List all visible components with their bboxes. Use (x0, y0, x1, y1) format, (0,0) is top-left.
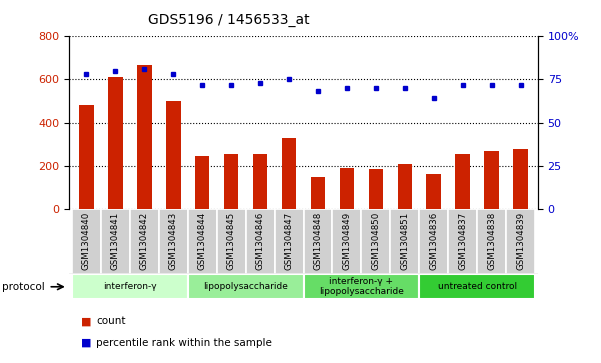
Bar (101, 209, 130, 274)
Bar (72, 274, 188, 299)
Text: untreated control: untreated control (438, 282, 517, 291)
Bar (282, 138, 296, 209)
Text: ■: ■ (81, 316, 91, 326)
Bar (361, 209, 390, 274)
Text: ■: ■ (81, 338, 91, 348)
Text: count: count (96, 316, 126, 326)
Bar (224, 154, 239, 209)
Bar (427, 174, 441, 209)
Bar (72, 209, 101, 274)
Text: GSM1304844: GSM1304844 (198, 212, 207, 270)
Text: GSM1304837: GSM1304837 (458, 212, 467, 270)
Text: GDS5196 / 1456533_at: GDS5196 / 1456533_at (148, 13, 309, 27)
Bar (397, 164, 412, 209)
Text: GSM1304838: GSM1304838 (487, 212, 496, 270)
Bar (304, 209, 332, 274)
Bar (275, 209, 304, 274)
Bar (217, 209, 246, 274)
Bar (137, 65, 151, 209)
Text: GSM1304843: GSM1304843 (169, 212, 178, 270)
Bar (484, 151, 499, 209)
Text: GSM1304849: GSM1304849 (343, 212, 352, 270)
Bar (477, 209, 506, 274)
Bar (253, 154, 267, 209)
Text: GSM1304846: GSM1304846 (255, 212, 264, 270)
Bar (159, 209, 188, 274)
Text: GSM1304848: GSM1304848 (314, 212, 323, 270)
Bar (456, 154, 470, 209)
Bar (166, 101, 180, 209)
Bar (311, 177, 325, 209)
Text: GSM1304845: GSM1304845 (227, 212, 236, 270)
Bar (332, 209, 361, 274)
Bar (195, 156, 210, 209)
Text: GSM1304842: GSM1304842 (140, 212, 149, 270)
Text: GSM1304840: GSM1304840 (82, 212, 91, 270)
Bar (368, 169, 383, 209)
Text: GSM1304841: GSM1304841 (111, 212, 120, 270)
Text: GSM1304850: GSM1304850 (371, 212, 380, 270)
Bar (506, 209, 535, 274)
Bar (246, 209, 275, 274)
Bar (390, 209, 419, 274)
Bar (304, 274, 419, 299)
Bar (79, 105, 94, 209)
Bar (130, 209, 159, 274)
Text: GSM1304851: GSM1304851 (400, 212, 409, 270)
Bar (419, 209, 448, 274)
Text: GSM1304836: GSM1304836 (429, 212, 438, 270)
Bar (448, 209, 477, 274)
Bar (419, 274, 535, 299)
Text: lipopolysaccharide: lipopolysaccharide (203, 282, 288, 291)
Text: protocol: protocol (2, 282, 44, 292)
Bar (188, 209, 217, 274)
Text: interferon-γ: interferon-γ (103, 282, 157, 291)
Text: interferon-γ +
lipopolysaccharide: interferon-γ + lipopolysaccharide (319, 277, 404, 297)
Bar (513, 149, 528, 209)
Text: GSM1304847: GSM1304847 (284, 212, 293, 270)
Bar (188, 274, 304, 299)
Text: percentile rank within the sample: percentile rank within the sample (96, 338, 272, 348)
Bar (340, 168, 354, 209)
Bar (108, 77, 123, 209)
Text: GSM1304839: GSM1304839 (516, 212, 525, 270)
